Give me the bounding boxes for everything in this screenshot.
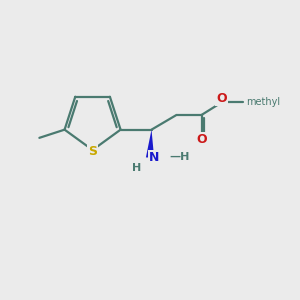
Text: methyl: methyl <box>246 97 280 107</box>
Polygon shape <box>146 130 154 158</box>
Text: N: N <box>149 151 160 164</box>
Text: O: O <box>216 92 226 105</box>
Text: —H: —H <box>169 152 190 162</box>
Text: H: H <box>132 163 141 173</box>
Text: O: O <box>196 134 207 146</box>
Text: S: S <box>88 145 97 158</box>
